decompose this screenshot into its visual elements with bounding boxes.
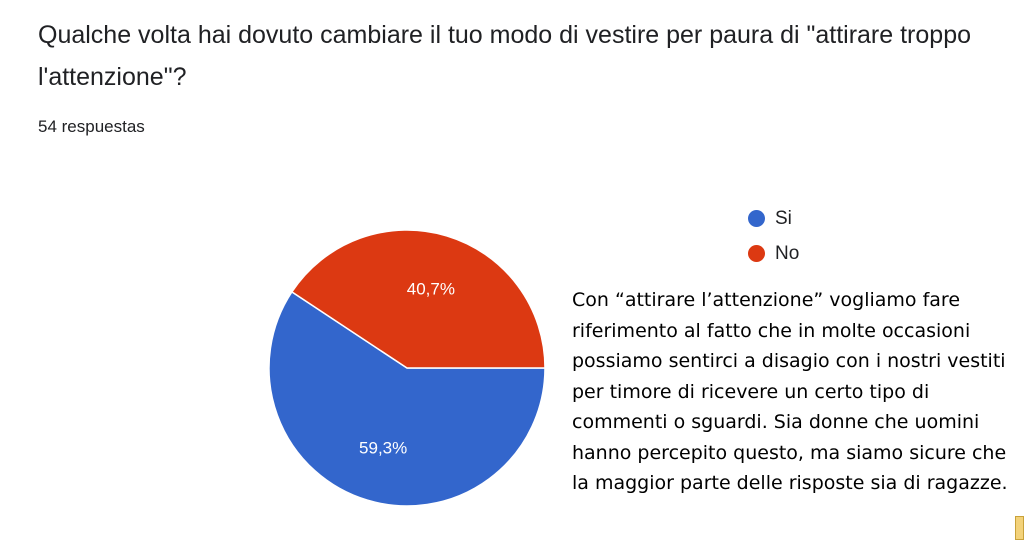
pie-label-si: 59,3% xyxy=(359,438,407,457)
legend-label-si: Si xyxy=(775,207,792,229)
legend-swatch-no xyxy=(748,245,765,262)
legend-label-no: No xyxy=(775,242,800,264)
legend-item-no[interactable]: No xyxy=(748,236,799,271)
pie-slice-si[interactable] xyxy=(268,290,546,507)
chart-legend: Si No xyxy=(748,201,799,271)
question-title: Qualche volta hai dovuto cambiare il tuo… xyxy=(38,21,971,91)
legend-swatch-si xyxy=(748,210,765,227)
slide-corner-icon xyxy=(1015,516,1024,540)
legend-item-si[interactable]: Si xyxy=(748,201,799,236)
pie-label-no: 40,7% xyxy=(407,280,455,299)
pie-slice-no[interactable] xyxy=(290,229,546,369)
response-count: 54 respuestas xyxy=(38,117,145,136)
explanation-text: Con “attirare l’attenzione” vogliamo far… xyxy=(572,289,1008,494)
